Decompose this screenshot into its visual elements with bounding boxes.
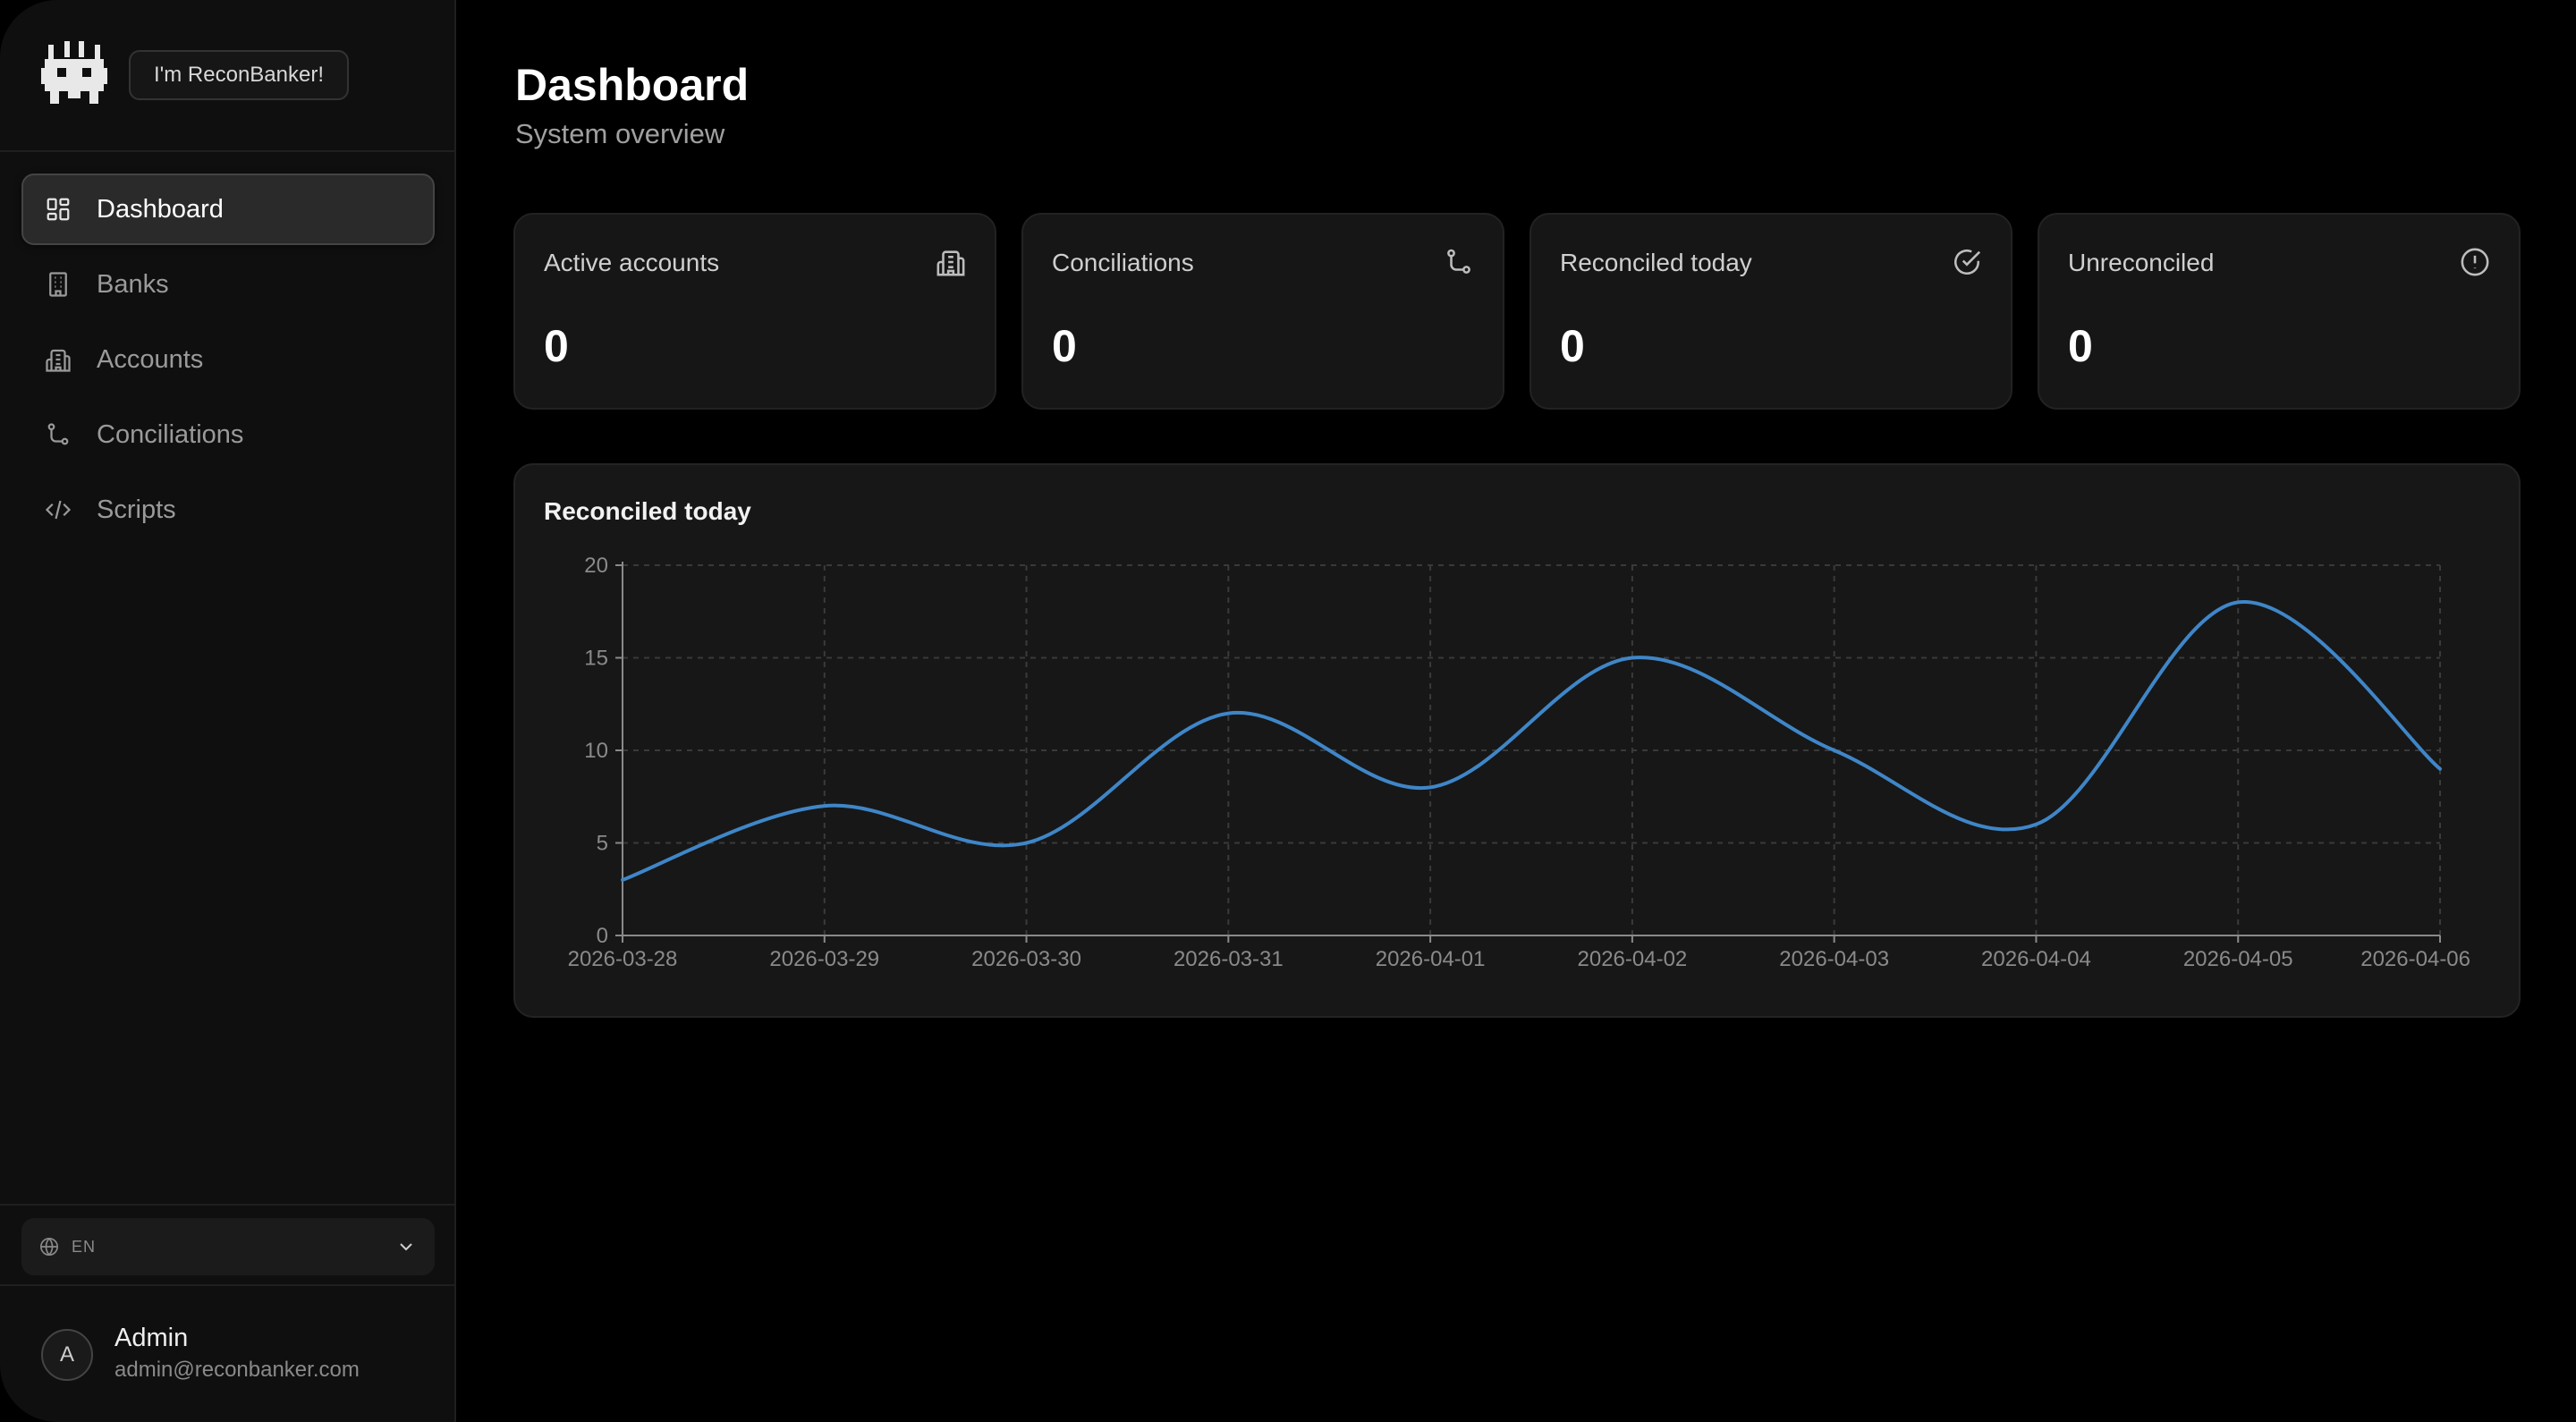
x-tick-label: 2026-04-02 (1578, 947, 1688, 971)
x-tick-label: 2026-04-04 (1981, 947, 2091, 971)
sidebar-item-accounts[interactable]: Accounts (21, 324, 435, 395)
y-tick-label: 15 (584, 647, 608, 671)
language-value: EN (72, 1237, 97, 1256)
alert-circle-icon (2461, 248, 2489, 276)
brand-badge: I'm ReconBanker! (129, 50, 349, 100)
code-icon (43, 495, 73, 525)
x-tick-label: 2026-04-06 (2360, 947, 2470, 971)
robot-logo-icon (41, 41, 107, 104)
sidebar-item-label: Conciliations (97, 419, 244, 449)
building-icon (936, 250, 965, 276)
user-name: Admin (114, 1324, 189, 1352)
sidebar-item-conciliations[interactable]: Conciliations (21, 399, 435, 470)
stat-label: Active accounts (544, 249, 720, 276)
stat-value: 0 (1052, 321, 1077, 371)
x-tick-label: 2026-03-28 (568, 947, 678, 971)
sidebar-nav: Dashboard Banks Accounts (21, 174, 435, 549)
branch-icon (1447, 249, 1470, 274)
y-tick-label: 5 (597, 832, 608, 856)
stat-label: Conciliations (1052, 249, 1194, 276)
line-chart: 0 5 10 15 20 2026-03-28 2026-03-29 2026-03-30 20… (568, 554, 2470, 971)
brand-header: I'm ReconBanker! (0, 0, 454, 152)
stat-card-reconciled-today: Reconciled today 0 (1530, 213, 2012, 410)
stat-label: Reconciled today (1560, 249, 1752, 276)
x-tick-label: 2026-03-31 (1174, 947, 1284, 971)
sidebar-item-banks[interactable]: Banks (21, 249, 435, 320)
y-tick-label: 10 (584, 739, 608, 763)
page-title: Dashboard (515, 60, 750, 110)
x-tick-label: 2026-04-05 (2183, 947, 2293, 971)
stat-value: 0 (1560, 321, 1585, 371)
branch-icon (43, 419, 73, 450)
stat-card-active-accounts: Active accounts 0 (513, 213, 996, 410)
user-profile[interactable]: A Admin admin@reconbanker.com (41, 1320, 435, 1392)
y-tick-label: 0 (597, 924, 608, 948)
globe-icon (40, 1238, 58, 1256)
dashboard-icon (43, 194, 73, 224)
sidebar-item-label: Scripts (97, 495, 176, 524)
avatar: A (41, 1329, 93, 1381)
x-tick-label: 2026-04-03 (1779, 947, 1889, 971)
sidebar-item-scripts[interactable]: Scripts (21, 474, 435, 546)
stat-label: Unreconciled (2068, 249, 2215, 276)
check-circle-icon (1953, 249, 1981, 275)
main-content: Dashboard System overview Active account… (456, 0, 2576, 1422)
sidebar-item-dashboard[interactable]: Dashboard (21, 174, 435, 245)
sidebar-item-label: Accounts (97, 344, 204, 374)
accounts-icon (43, 344, 73, 375)
stat-card-unreconciled: Unreconciled 0 (2038, 213, 2521, 410)
building-icon (43, 269, 73, 300)
user-email: admin@reconbanker.com (114, 1358, 360, 1382)
chevron-down-icon (400, 1243, 412, 1251)
x-tick-label: 2026-03-30 (971, 947, 1081, 971)
x-tick-label: 2026-03-29 (769, 947, 879, 971)
sidebar-item-label: Banks (97, 269, 169, 299)
page-subtitle: System overview (515, 118, 725, 149)
y-tick-label: 20 (584, 554, 608, 578)
language-section: EN (0, 1204, 454, 1286)
sidebar-item-label: Dashboard (97, 194, 224, 224)
stat-card-conciliations: Conciliations 0 (1021, 213, 1504, 410)
stat-value: 0 (544, 321, 569, 371)
chart-title: Reconciled today (544, 497, 751, 525)
language-select[interactable]: EN (21, 1218, 435, 1275)
chart-card: Reconciled today 0 5 10 15 20 2026-03-28 2026-… (513, 463, 2521, 1018)
x-tick-label: 2026-04-01 (1376, 947, 1486, 971)
sidebar: I'm ReconBanker! Dashboard Banks (0, 0, 456, 1422)
series-line (621, 600, 2442, 882)
stat-value: 0 (2068, 321, 2093, 371)
